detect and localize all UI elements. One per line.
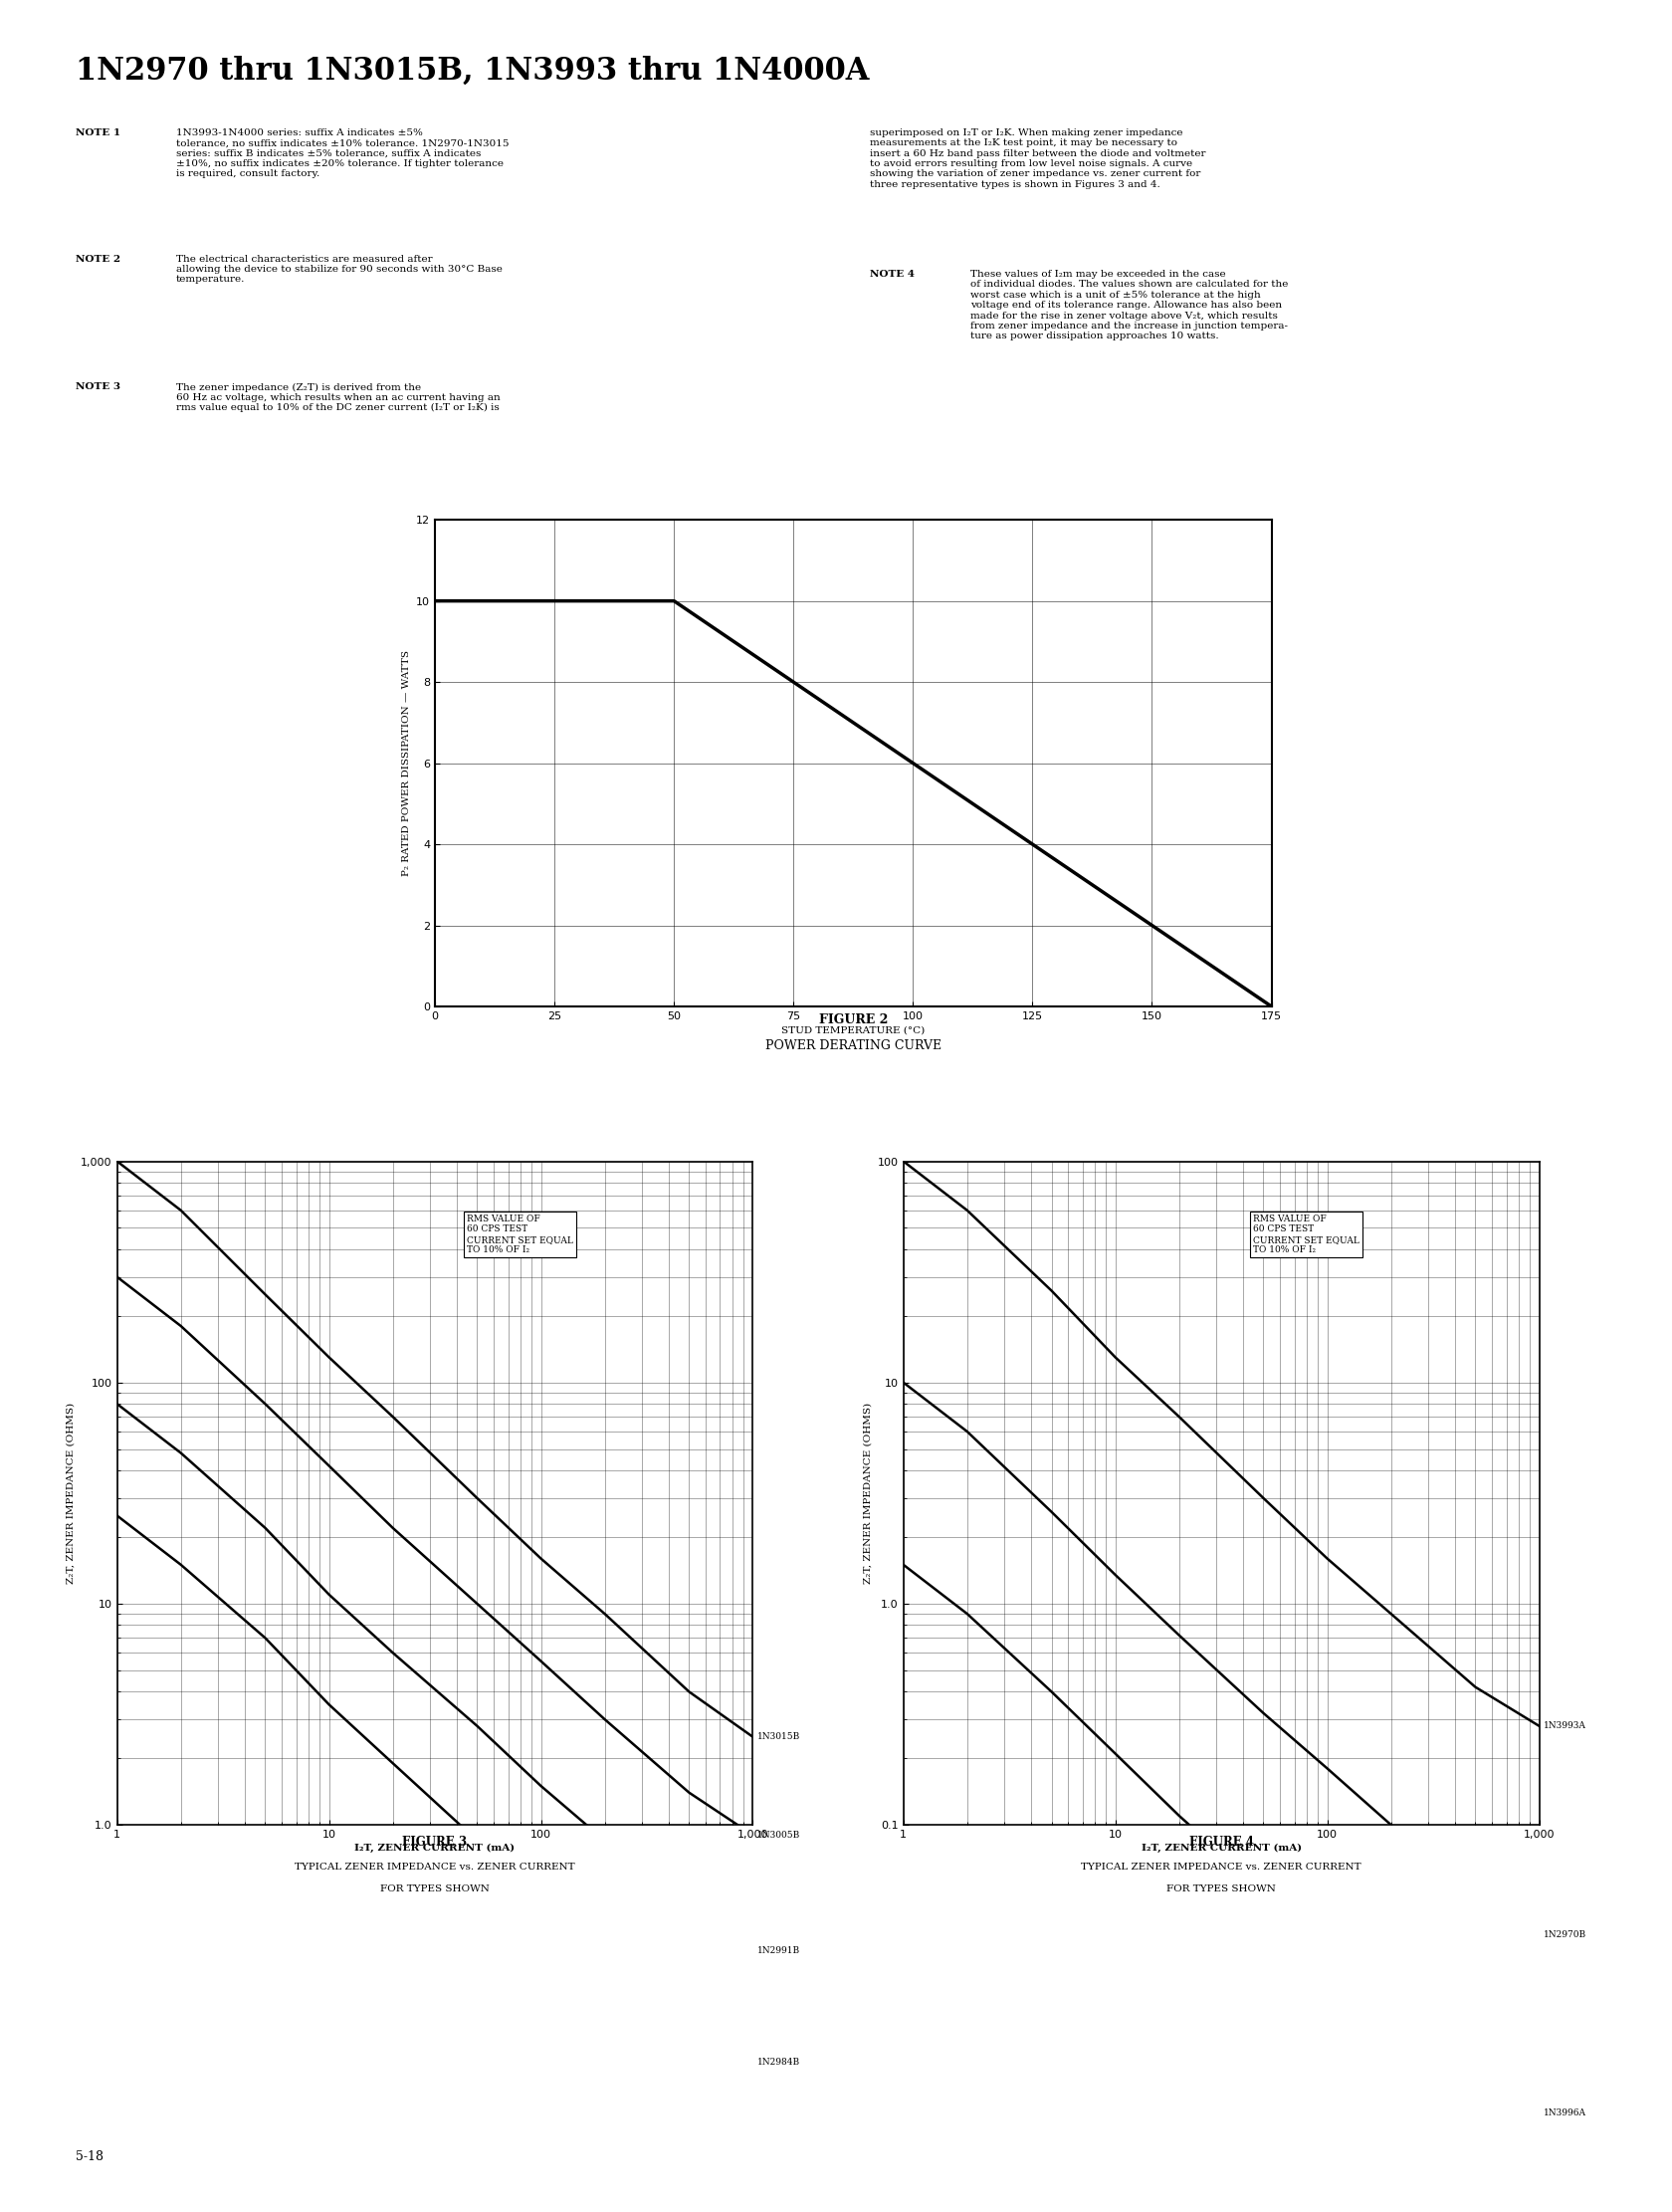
Text: TYPICAL ZENER IMPEDANCE vs. ZENER CURRENT: TYPICAL ZENER IMPEDANCE vs. ZENER CURREN…: [1080, 1863, 1361, 1871]
Text: 1N3993A: 1N3993A: [1543, 1721, 1585, 1730]
Text: 1N2970B: 1N2970B: [1543, 1929, 1585, 1940]
Text: NOTE 2: NOTE 2: [75, 254, 120, 263]
Text: POWER DERATING CURVE: POWER DERATING CURVE: [764, 1040, 941, 1053]
Text: NOTE 4: NOTE 4: [869, 270, 915, 279]
Text: NOTE 1: NOTE 1: [75, 128, 120, 137]
Text: The zener impedance (Z₂T) is derived from the
60 Hz ac voltage, which results wh: The zener impedance (Z₂T) is derived fro…: [176, 383, 500, 414]
Text: RMS VALUE OF
60 CPS TEST
CURRENT SET EQUAL
TO 10% OF I₂: RMS VALUE OF 60 CPS TEST CURRENT SET EQU…: [1252, 1214, 1359, 1254]
Text: FIGURE 3: FIGURE 3: [403, 1836, 466, 1849]
Text: FOR TYPES SHOWN: FOR TYPES SHOWN: [380, 1885, 490, 1893]
Y-axis label: Z₂T, ZENER IMPEDANCE (OHMS): Z₂T, ZENER IMPEDANCE (OHMS): [67, 1402, 75, 1584]
Text: 1N3993-1N4000 series: suffix A indicates ±5%
tolerance, no suffix indicates ±10%: 1N3993-1N4000 series: suffix A indicates…: [176, 128, 508, 179]
Text: 1N3015B: 1N3015B: [757, 1732, 799, 1741]
Text: 1N2970 thru 1N3015B, 1N3993 thru 1N4000A: 1N2970 thru 1N3015B, 1N3993 thru 1N4000A: [75, 55, 868, 86]
Text: These values of I₂m may be exceeded in the case
of individual diodes. The values: These values of I₂m may be exceeded in t…: [970, 270, 1287, 341]
Text: 1N2991B: 1N2991B: [757, 1947, 799, 1955]
X-axis label: I₂T, ZENER CURRENT (mA): I₂T, ZENER CURRENT (mA): [1140, 1845, 1301, 1854]
Text: The electrical characteristics are measured after
allowing the device to stabili: The electrical characteristics are measu…: [176, 254, 502, 283]
Text: 1N2984B: 1N2984B: [757, 2057, 799, 2066]
Text: FIGURE 4: FIGURE 4: [1189, 1836, 1252, 1849]
Text: 1N3005B: 1N3005B: [757, 1832, 799, 1840]
X-axis label: STUD TEMPERATURE (°C): STUD TEMPERATURE (°C): [781, 1026, 925, 1035]
Text: FOR TYPES SHOWN: FOR TYPES SHOWN: [1165, 1885, 1276, 1893]
Text: 1N3996A: 1N3996A: [1543, 2108, 1585, 2117]
Text: RMS VALUE OF
60 CPS TEST
CURRENT SET EQUAL
TO 10% OF I₂: RMS VALUE OF 60 CPS TEST CURRENT SET EQU…: [466, 1214, 573, 1254]
Text: NOTE 3: NOTE 3: [75, 383, 120, 392]
Y-axis label: Z₂T, ZENER IMPEDANCE (OHMS): Z₂T, ZENER IMPEDANCE (OHMS): [863, 1402, 871, 1584]
X-axis label: I₂T, ZENER CURRENT (mA): I₂T, ZENER CURRENT (mA): [354, 1845, 515, 1854]
Y-axis label: P₂ RATED POWER DISSIPATION — WATTS: P₂ RATED POWER DISSIPATION — WATTS: [401, 650, 410, 876]
Text: superimposed on I₂T or I₂K. When making zener impedance
measurements at the I₂K : superimposed on I₂T or I₂K. When making …: [869, 128, 1206, 188]
Text: TYPICAL ZENER IMPEDANCE vs. ZENER CURRENT: TYPICAL ZENER IMPEDANCE vs. ZENER CURREN…: [294, 1863, 575, 1871]
Text: FIGURE 2: FIGURE 2: [818, 1013, 888, 1026]
Text: 5-18: 5-18: [75, 2150, 104, 2163]
